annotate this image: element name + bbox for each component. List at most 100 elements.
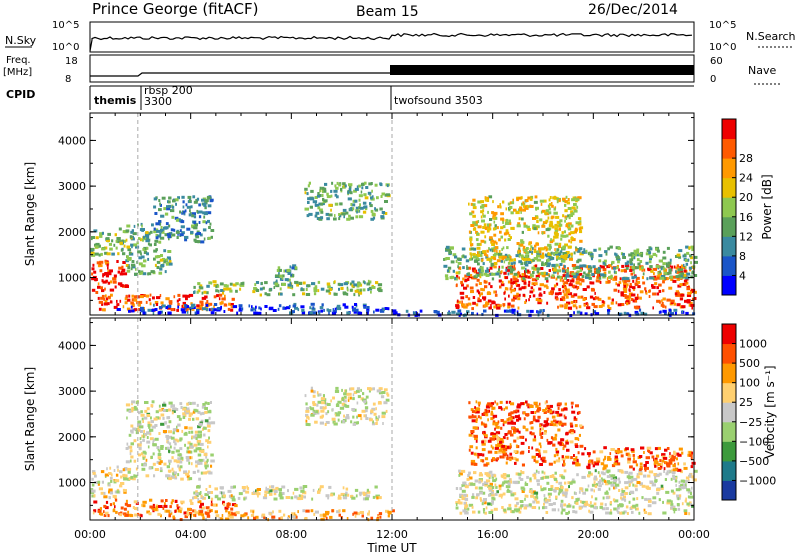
data-cell	[510, 226, 515, 230]
data-cell	[490, 459, 494, 463]
data-cell	[662, 511, 667, 515]
data-cell	[467, 297, 471, 301]
data-cell	[182, 304, 185, 308]
data-cell	[484, 457, 489, 461]
data-cell	[450, 260, 455, 264]
data-cell	[207, 491, 212, 494]
data-cell	[339, 202, 343, 206]
data-cell	[175, 218, 179, 222]
data-cell	[674, 479, 678, 483]
data-cell	[565, 295, 569, 299]
data-cell	[136, 260, 138, 264]
data-cell	[595, 279, 600, 283]
data-cell	[207, 429, 211, 433]
data-cell	[537, 415, 541, 419]
data-cell	[454, 276, 457, 280]
data-cell	[622, 256, 626, 259]
data-cell	[172, 431, 175, 435]
data-cell	[525, 438, 527, 442]
data-cell	[548, 495, 551, 499]
colorbar-tick-label: 100	[739, 377, 760, 390]
data-cell	[531, 278, 536, 282]
data-cell	[677, 291, 680, 295]
data-cell	[184, 409, 187, 413]
data-cell	[120, 506, 124, 510]
data-cell	[101, 294, 105, 298]
data-cell	[311, 282, 316, 286]
data-cell	[185, 411, 189, 415]
data-cell	[566, 301, 571, 305]
data-cell	[506, 418, 510, 422]
data-cell	[198, 511, 203, 515]
data-cell	[195, 437, 198, 440]
data-cell	[560, 475, 565, 479]
data-cell	[130, 424, 134, 428]
data-cell	[670, 500, 673, 504]
data-cell	[326, 403, 331, 406]
data-cell	[539, 250, 542, 254]
data-cell	[657, 272, 662, 276]
data-cell	[604, 250, 608, 254]
data-cell	[560, 511, 563, 515]
data-cell	[177, 293, 181, 297]
data-cell	[528, 446, 530, 450]
data-cell	[691, 288, 696, 292]
data-cell	[196, 304, 200, 308]
data-cell	[327, 410, 330, 414]
data-cell	[490, 509, 494, 513]
data-cell	[546, 438, 549, 442]
data-cell	[127, 467, 132, 471]
data-cell	[505, 207, 508, 211]
data-cell	[683, 509, 688, 513]
data-cell	[176, 460, 180, 464]
data-cell	[532, 500, 536, 504]
data-cell	[305, 423, 310, 426]
data-cell	[475, 408, 477, 412]
data-cell	[346, 292, 349, 296]
data-cell	[532, 415, 536, 419]
data-cell	[562, 255, 566, 259]
data-cell	[601, 482, 604, 486]
data-cell	[330, 189, 333, 193]
data-cell	[477, 455, 480, 459]
data-cell	[143, 463, 147, 467]
data-cell	[355, 206, 359, 210]
data-cell	[503, 309, 508, 313]
data-cell	[564, 416, 567, 420]
data-cell	[493, 220, 496, 224]
data-cell	[609, 501, 612, 504]
data-cell	[548, 207, 551, 211]
data-cell	[215, 514, 220, 518]
data-cell	[103, 491, 106, 495]
data-cell	[572, 304, 577, 308]
data-cell	[509, 452, 513, 456]
data-cell	[691, 486, 693, 490]
data-cell	[100, 470, 105, 474]
data-cell	[281, 276, 284, 280]
data-cell	[486, 410, 489, 414]
data-cell	[617, 257, 621, 261]
data-cell	[494, 400, 496, 404]
data-cell	[563, 462, 566, 466]
data-cell	[455, 503, 458, 506]
data-cell	[552, 502, 556, 506]
data-cell	[468, 433, 472, 437]
data-cell	[473, 471, 477, 475]
data-cell	[200, 471, 204, 475]
data-cell	[567, 198, 570, 201]
data-cell	[250, 308, 254, 312]
data-cell	[585, 249, 588, 253]
data-cell	[289, 281, 292, 285]
data-cell	[547, 492, 552, 496]
data-cell	[464, 505, 467, 509]
data-cell	[683, 253, 687, 257]
data-cell	[222, 291, 225, 295]
nave-tick-top: 60	[710, 56, 723, 67]
data-cell	[160, 445, 164, 448]
data-cell	[217, 289, 220, 293]
data-cell	[523, 257, 528, 261]
data-cell	[673, 308, 678, 312]
data-cell	[332, 308, 335, 312]
data-cell	[546, 279, 549, 283]
data-cell	[578, 411, 581, 414]
